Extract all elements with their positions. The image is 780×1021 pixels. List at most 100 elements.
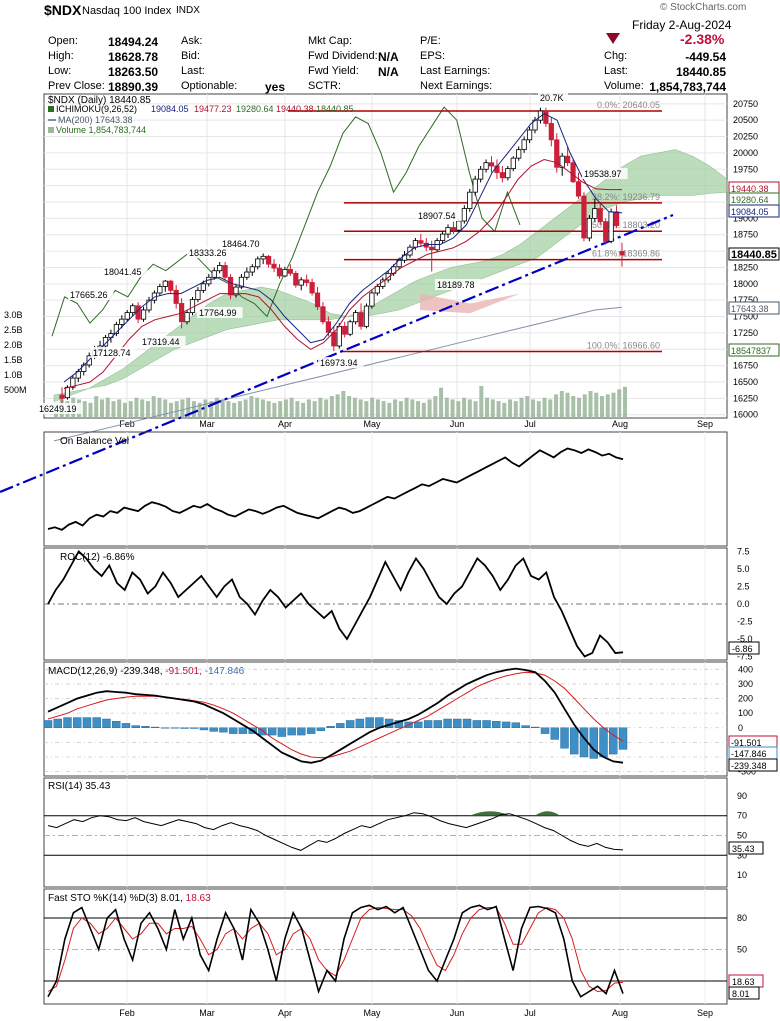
month-label: Apr: [278, 419, 292, 429]
obv-title: On Balance Vol: [60, 436, 129, 447]
volume-bar: [559, 391, 564, 418]
candle-body: [184, 312, 190, 323]
quote-l1-0: Open:: [48, 35, 78, 47]
volume-bar: [364, 401, 369, 418]
fib-label: 61.8%: 18369.86: [592, 249, 660, 259]
candle-body: [113, 323, 119, 334]
volume-bar: [243, 399, 248, 418]
macd-hist-bar: [550, 727, 559, 740]
candle-body: [565, 155, 571, 164]
volume-bar: [611, 392, 616, 418]
price-tick-label: 17250: [733, 328, 758, 338]
macd-tick-label: 300: [738, 679, 753, 689]
candle-body: [581, 195, 587, 239]
sto-right-value-k: 8.01: [732, 989, 750, 999]
volume-bar: [462, 397, 467, 418]
roc-tick-label: 7.5: [737, 547, 750, 557]
price-tick-label: 20250: [733, 132, 758, 142]
trendline: [0, 213, 674, 494]
candle-body: [461, 208, 467, 222]
volume-bar: [117, 399, 122, 418]
price-right-box: [728, 204, 780, 218]
volume-bar: [335, 394, 340, 418]
price-right-box: [728, 301, 780, 315]
macd-hist-bar: [170, 727, 179, 729]
macd-right-value: -91.501: [731, 738, 762, 748]
macd-tick-label: 400: [738, 664, 753, 674]
roc-title: ROC(12) -6.86%: [60, 552, 135, 563]
sto-k-line: [47, 904, 624, 998]
quote-l4-0: P/E:: [420, 35, 441, 47]
volume-bar: [416, 401, 421, 418]
candle-body: [559, 155, 565, 168]
macd-panel-frame: [43, 661, 728, 777]
macd-hist-bar: [189, 727, 199, 729]
quote-l2-3: Optionable:: [181, 80, 238, 92]
candle-body: [249, 266, 255, 273]
fib-label: 50.0%: 18803.20: [592, 220, 660, 230]
candle-body: [575, 181, 582, 197]
candle-body: [619, 251, 625, 256]
volume-bar: [105, 397, 110, 418]
volume-bar: [600, 396, 605, 418]
candle-body: [369, 292, 375, 307]
roc-right-value: -6.86: [732, 644, 753, 654]
volume-bar: [473, 401, 478, 418]
volume-bar: [163, 399, 168, 418]
price-tick-label: 16000: [733, 410, 758, 420]
candle-body: [59, 394, 65, 399]
quote-v1-1: 18628.78: [108, 50, 159, 64]
candle-body: [603, 221, 609, 242]
volume-bar: [260, 399, 265, 418]
volume-bar: [490, 399, 495, 418]
macd-hist-bar: [151, 726, 160, 728]
sto-right-box-k: [728, 986, 760, 1000]
quote-l5-1: Chg:: [604, 50, 628, 62]
volume-bar: [289, 397, 294, 418]
volume-bar: [617, 389, 622, 418]
candle-body: [445, 227, 451, 235]
macd-title: MACD(12,26,9) -239.348, -91.501, -147.84…: [48, 666, 245, 677]
candle-body: [483, 162, 489, 170]
candle-body: [260, 255, 266, 260]
macd-hist-bar: [92, 717, 101, 728]
volume-bar: [306, 399, 311, 418]
volume-bar: [283, 399, 288, 418]
volume-bar: [439, 387, 444, 418]
annotation-bg: [435, 279, 481, 290]
annotation-bg: [582, 168, 628, 179]
volume-bar: [571, 396, 576, 418]
price-tick-label: 17750: [733, 295, 758, 305]
volume-bar: [479, 385, 484, 418]
ichimoku-legend-label: ICHIMOKU(9,26,52): [56, 104, 137, 114]
bottom-month-label: Apr: [278, 1008, 292, 1018]
price-annotation: 17319.44: [142, 337, 180, 347]
watermark: © StockCharts.com: [660, 2, 747, 13]
macd-hist-bar: [521, 725, 530, 728]
quote-l4-1: EPS:: [420, 50, 446, 62]
down-arrow-icon: [606, 33, 620, 48]
macd-hist-bar: [53, 718, 62, 728]
price-right-value: 19440.38: [731, 184, 769, 194]
roc-tick-label: -5.0: [737, 634, 753, 644]
annotation-bg: [91, 347, 137, 358]
volume-bar: [531, 399, 536, 418]
volume-bar: [214, 397, 219, 418]
macd-hist-bar: [531, 726, 540, 728]
candle-body: [554, 139, 560, 168]
month-label: May: [363, 419, 381, 429]
volume-bar: [232, 402, 237, 418]
macd-hist-bar: [316, 727, 326, 731]
volume-bar: [157, 397, 162, 418]
symbol-title: $NDX: [44, 2, 82, 18]
macd-signal-line: [47, 671, 624, 759]
candle-body: [336, 325, 342, 347]
volume-bar: [554, 394, 559, 418]
price-tick-label: 20500: [733, 115, 758, 125]
macd-hist-bar: [472, 720, 482, 728]
quote-l4-3: Next Earnings:: [420, 80, 493, 92]
volume-bar: [525, 396, 530, 418]
candle-body: [597, 208, 603, 223]
price-annotation: 17665.26: [70, 290, 108, 300]
macd-hist-bar: [297, 727, 306, 736]
